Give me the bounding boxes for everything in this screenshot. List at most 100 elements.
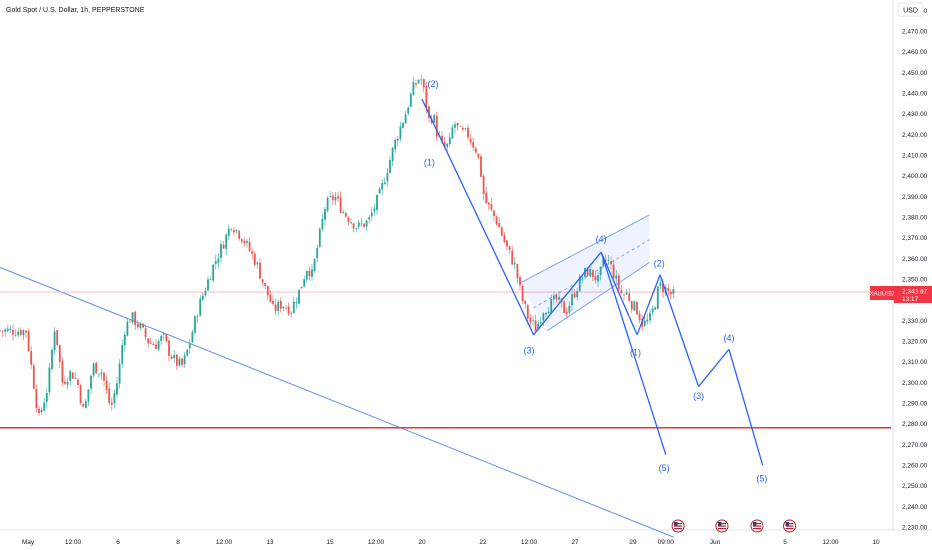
candle-body bbox=[209, 279, 212, 281]
price-badge-countdown: 13:17 bbox=[902, 296, 919, 303]
wave-label: (1) bbox=[630, 347, 641, 357]
candle-body bbox=[25, 330, 27, 333]
candle-body bbox=[352, 223, 355, 229]
candle-body bbox=[597, 275, 599, 282]
candle-body bbox=[602, 258, 605, 266]
us-flag-event-icon[interactable] bbox=[750, 519, 764, 533]
candle-body bbox=[282, 306, 285, 309]
candle-body bbox=[381, 183, 384, 190]
candle-body bbox=[591, 269, 594, 277]
candle-body bbox=[420, 79, 423, 81]
candle-body bbox=[490, 204, 493, 210]
candle-body bbox=[168, 340, 170, 356]
candle-body bbox=[646, 319, 649, 322]
y-tick-label: 2,270.00 bbox=[902, 442, 928, 449]
candle-body bbox=[142, 323, 144, 328]
candle-body bbox=[45, 392, 48, 402]
candle-body bbox=[394, 139, 397, 150]
candle-body bbox=[116, 383, 118, 395]
us-flag-event-icon[interactable] bbox=[671, 519, 685, 533]
y-tick-label: 2,400.00 bbox=[902, 173, 928, 180]
candle-body bbox=[227, 228, 230, 236]
chart-title: Gold Spot / U.S. Dollar, 1h, PEPPERSTONE bbox=[6, 7, 145, 14]
candle-body bbox=[610, 261, 612, 265]
wave-label: (2) bbox=[427, 79, 438, 89]
candle-body bbox=[456, 122, 459, 126]
wave-segment[interactable] bbox=[659, 274, 700, 387]
candle-body bbox=[672, 289, 675, 294]
candle-body bbox=[412, 81, 415, 95]
candle-body bbox=[589, 268, 592, 277]
y-tick-label: 2,260.00 bbox=[902, 463, 928, 470]
candle-body bbox=[417, 79, 420, 84]
us-flag-event-icon[interactable] bbox=[783, 519, 797, 533]
candle-body bbox=[201, 295, 204, 300]
candle-body bbox=[196, 316, 199, 317]
x-tick-label: 12:00 bbox=[822, 539, 839, 546]
candle-body bbox=[292, 301, 295, 314]
candle-body bbox=[155, 344, 157, 349]
wave-segment[interactable] bbox=[533, 251, 602, 336]
candle-body bbox=[103, 372, 105, 381]
channel-lower-line[interactable] bbox=[547, 262, 650, 332]
wave-segment[interactable] bbox=[421, 98, 535, 336]
candle-body bbox=[625, 292, 628, 295]
candle-body bbox=[248, 241, 251, 252]
candle-body bbox=[152, 344, 155, 346]
candle-body bbox=[71, 372, 74, 379]
candle-body bbox=[131, 312, 134, 323]
us-flag-event-icon[interactable] bbox=[715, 519, 729, 533]
candle-body bbox=[149, 343, 152, 344]
candle-body bbox=[233, 230, 235, 233]
trendline[interactable] bbox=[0, 256, 675, 538]
candle-body bbox=[391, 147, 394, 161]
y-tick-label: 2,370.00 bbox=[902, 235, 928, 242]
y-tick-label: 2,450.00 bbox=[902, 70, 928, 77]
currency-button[interactable] bbox=[897, 2, 924, 17]
candle-body bbox=[235, 229, 238, 231]
candle-body bbox=[506, 240, 508, 247]
wave-segment[interactable] bbox=[698, 348, 730, 387]
candle-body bbox=[537, 323, 540, 330]
candle-body bbox=[110, 402, 113, 405]
candle-body bbox=[165, 334, 168, 342]
y-tick-label: 2,330.00 bbox=[902, 318, 928, 325]
candle-body bbox=[22, 330, 25, 336]
candle-body bbox=[259, 262, 261, 279]
wave-segment[interactable] bbox=[600, 251, 638, 336]
wave-segment[interactable] bbox=[728, 349, 764, 466]
y-tick-label: 2,460.00 bbox=[902, 49, 928, 56]
candle-body bbox=[516, 264, 519, 279]
candle-body bbox=[542, 313, 545, 321]
candle-body bbox=[581, 277, 584, 279]
candle-body bbox=[656, 286, 659, 309]
candle-body bbox=[360, 223, 363, 225]
candle-body bbox=[84, 401, 87, 409]
candle-body bbox=[126, 321, 129, 336]
candle-body bbox=[573, 293, 576, 298]
wave-segment[interactable] bbox=[636, 274, 661, 336]
wave-segment[interactable] bbox=[600, 251, 667, 455]
candle-body bbox=[482, 176, 485, 195]
candle-body bbox=[253, 253, 256, 265]
candle-body bbox=[64, 381, 66, 384]
candle-body bbox=[225, 234, 228, 250]
candle-body bbox=[628, 293, 631, 301]
candle-body bbox=[651, 308, 654, 313]
x-tick-label: Jun bbox=[710, 539, 721, 546]
channel-upper-line[interactable] bbox=[519, 214, 650, 284]
candle-body bbox=[324, 209, 326, 220]
candle-body bbox=[295, 302, 298, 304]
y-tick-label: 2,310.00 bbox=[902, 359, 928, 366]
candle-body bbox=[357, 222, 360, 227]
candle-body bbox=[425, 86, 428, 108]
candle-body bbox=[17, 331, 20, 336]
candle-body bbox=[316, 247, 319, 259]
candle-body bbox=[485, 192, 488, 204]
y-tick-label: 2,230.00 bbox=[902, 525, 928, 532]
candle-body bbox=[97, 373, 100, 375]
candle-body bbox=[550, 298, 553, 314]
candle-body bbox=[14, 334, 17, 336]
candle-body bbox=[279, 300, 282, 309]
